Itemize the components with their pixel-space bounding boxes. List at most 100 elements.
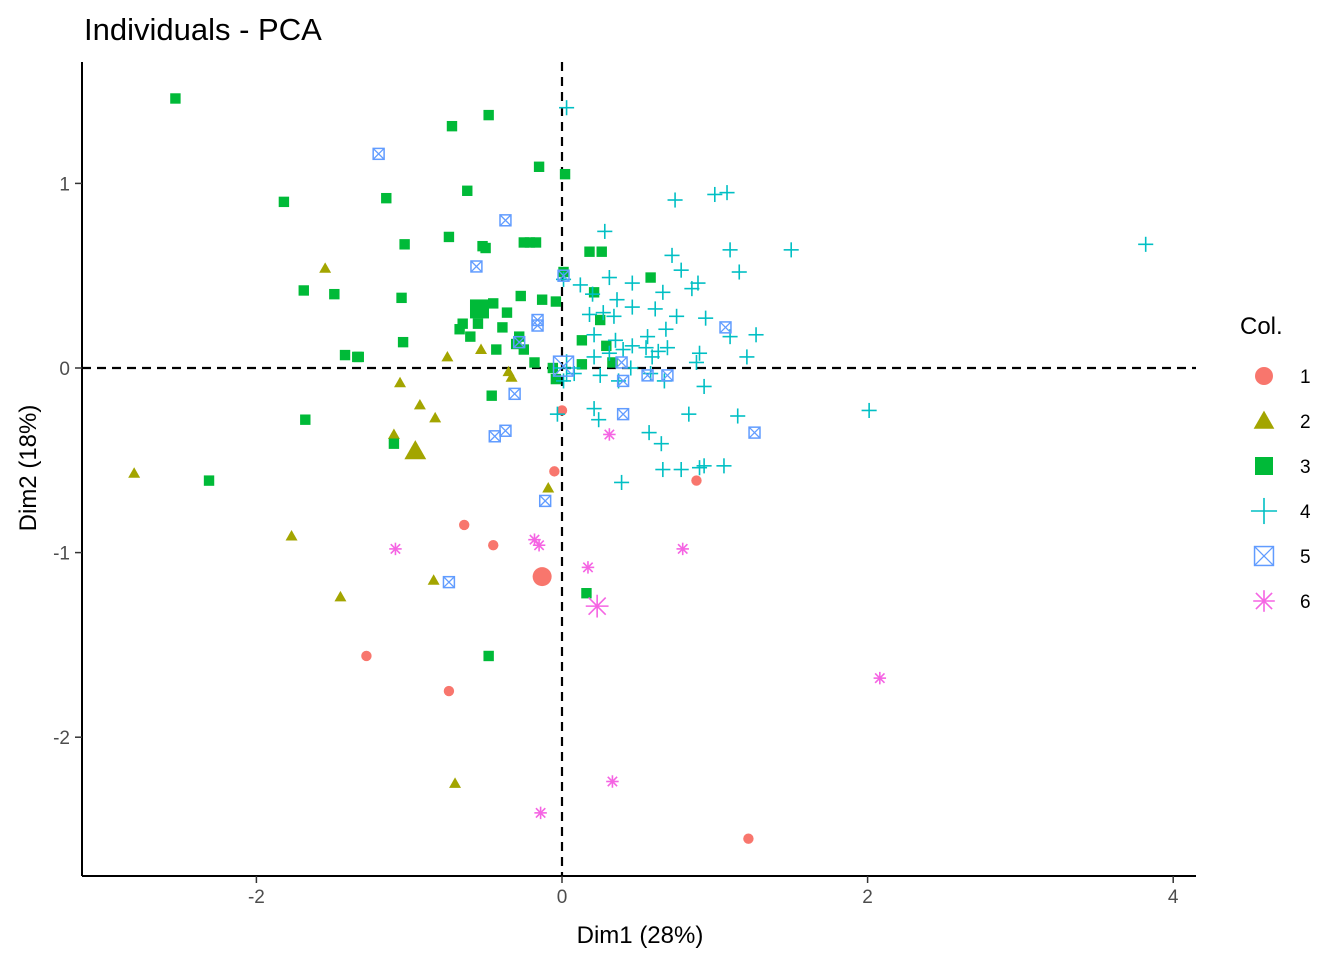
point-5-9	[641, 369, 654, 382]
point-3-3	[533, 161, 545, 172]
centroid-4	[552, 354, 581, 382]
series-3	[170, 93, 656, 662]
point-3-53	[581, 588, 592, 599]
point-4-28	[658, 321, 674, 337]
point-4-36	[601, 345, 617, 361]
point-3-22	[515, 290, 526, 302]
point-3-39	[397, 336, 409, 348]
point-3-34	[510, 338, 522, 350]
x-tick-label: 0	[557, 887, 568, 908]
point-4-46	[592, 367, 608, 383]
x-axis-label: Dim1 (28%)	[577, 922, 704, 949]
point-4-55	[641, 425, 657, 441]
point-4-37	[615, 342, 631, 358]
point-1-3	[488, 540, 499, 551]
point-2-9	[128, 467, 141, 478]
legend-key-1	[1255, 367, 1273, 385]
point-4-60	[673, 461, 689, 478]
point-4-4	[597, 223, 613, 239]
point-3-7	[278, 196, 290, 208]
point-3-46	[550, 373, 562, 385]
point-3-20	[329, 288, 340, 300]
series-2	[128, 262, 555, 788]
legend-label-4: 4	[1300, 502, 1311, 523]
legend-label-1: 1	[1300, 367, 1311, 388]
point-3-8	[443, 231, 455, 243]
point-4-58	[730, 408, 746, 424]
point-5-0	[372, 147, 385, 161]
point-2-10	[542, 482, 555, 493]
point-4-54	[591, 412, 607, 428]
point-6-0	[603, 428, 616, 441]
point-3-31	[465, 331, 476, 342]
point-2-13	[334, 590, 347, 602]
legend-entry-2: 2	[1253, 410, 1311, 433]
legend-label-6: 6	[1300, 592, 1311, 613]
point-5-7	[513, 335, 526, 349]
point-4-13	[624, 275, 640, 291]
centroid-6	[585, 594, 609, 618]
point-3-2	[446, 120, 458, 132]
legend-key-5	[1253, 545, 1275, 567]
point-4-35	[586, 349, 602, 365]
legend-entry-5: 5	[1253, 545, 1311, 568]
point-4-27	[606, 308, 622, 324]
point-3-30	[454, 324, 465, 335]
point-4-59	[655, 461, 671, 478]
point-4-7	[1138, 236, 1154, 252]
point-4-21	[647, 301, 663, 317]
point-2-14	[449, 777, 462, 788]
point-5-15	[499, 424, 512, 437]
point-4-31	[607, 332, 624, 348]
point-4-63	[716, 458, 732, 474]
centroid-5	[552, 355, 575, 377]
legend-key-3	[1255, 457, 1273, 475]
legend-entry-3: 3	[1255, 457, 1311, 478]
point-2-1	[441, 350, 454, 362]
point-4-33	[640, 329, 656, 345]
series-1	[361, 405, 754, 844]
point-4-20	[624, 299, 640, 315]
point-3-26	[488, 298, 499, 309]
legend-key-6	[1253, 590, 1275, 612]
y-axis-label: Dim2 (18%)	[15, 405, 42, 532]
point-4-62	[696, 458, 712, 474]
point-3-32	[497, 322, 508, 333]
point-5-17	[538, 494, 552, 508]
point-4-42	[739, 349, 755, 365]
point-5-14	[748, 426, 761, 439]
point-5-16	[488, 430, 501, 443]
point-5-2	[557, 269, 570, 282]
y-tick-label: -1	[53, 544, 70, 565]
point-3-12	[518, 237, 529, 248]
point-3-4	[559, 168, 571, 180]
point-3-27	[501, 307, 513, 318]
point-5-18	[442, 575, 456, 589]
point-3-28	[472, 318, 484, 329]
point-6-1	[389, 542, 402, 556]
point-3-38	[601, 340, 612, 352]
point-4-6	[783, 242, 799, 258]
point-2-7	[429, 411, 442, 423]
axes: -2 0 2 4 -2 -1 0 1	[53, 62, 1196, 908]
point-4-5	[722, 242, 738, 258]
legend-label-3: 3	[1300, 457, 1311, 478]
point-3-21	[396, 292, 407, 304]
point-6-3	[532, 538, 546, 552]
point-3-47	[576, 359, 588, 370]
legend-entry-4: 4	[1250, 497, 1311, 525]
point-4-24	[748, 327, 764, 343]
point-4-64	[614, 474, 630, 490]
centroid-3	[469, 299, 489, 319]
point-3-36	[595, 314, 606, 326]
point-4-15	[684, 281, 700, 297]
point-3-29	[457, 318, 468, 329]
point-4-23	[698, 310, 714, 326]
point-3-43	[491, 344, 502, 355]
point-4-57	[681, 406, 697, 422]
chart-title: Individuals - PCA	[84, 12, 322, 47]
point-4-40	[650, 343, 666, 359]
point-4-43	[688, 354, 705, 371]
series-6	[389, 428, 887, 820]
x-tick-label: -2	[248, 887, 265, 908]
